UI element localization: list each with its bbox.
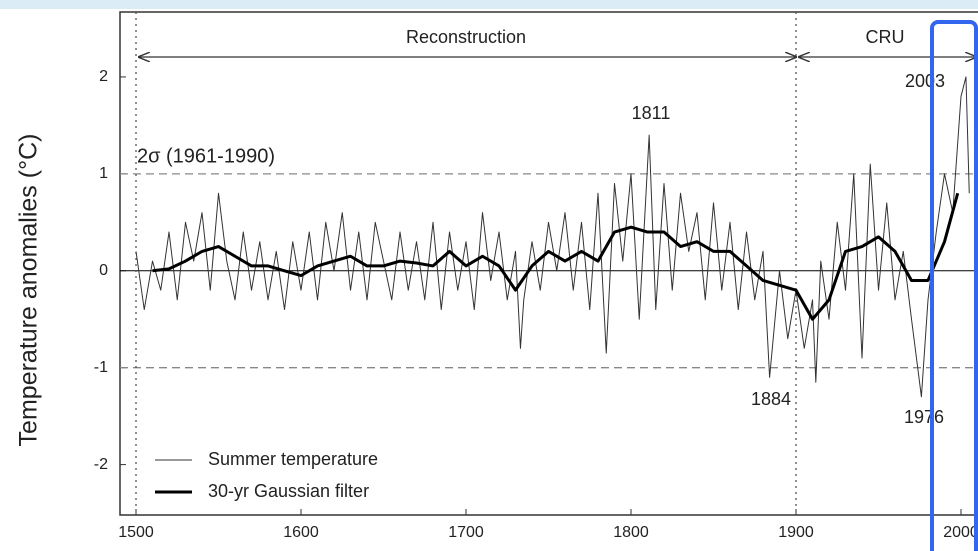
span-label: Reconstruction bbox=[406, 27, 526, 47]
legend-label: Summer temperature bbox=[208, 449, 378, 469]
annotation: 2003 bbox=[905, 71, 945, 91]
y-axis-label: Temperature anomalies (°C) bbox=[15, 134, 43, 447]
x-tick-label: 1600 bbox=[283, 524, 319, 541]
y-tick-label: 0 bbox=[99, 262, 108, 279]
annotation: 1884 bbox=[751, 389, 791, 409]
annotation: 2σ (1961-1990) bbox=[137, 145, 275, 167]
highlight-box bbox=[930, 20, 978, 551]
x-tick-label: 1800 bbox=[613, 524, 649, 541]
y-tick-label: 1 bbox=[99, 165, 108, 182]
series-line bbox=[135, 76, 970, 398]
x-tick-label: 2000 bbox=[943, 524, 978, 541]
x-tick-label: 1900 bbox=[778, 524, 814, 541]
x-tick-label: 1700 bbox=[448, 524, 484, 541]
top-strip bbox=[0, 0, 978, 9]
plot-frame bbox=[119, 11, 978, 516]
span-label: CRU bbox=[866, 27, 905, 47]
y-tick-label: -2 bbox=[94, 456, 108, 473]
plot-area: -2 -1 0 1 2 1500 1600 1700 1800 1900 2000 Reconstru… bbox=[94, 12, 978, 541]
y-tick-label: 2 bbox=[99, 68, 108, 85]
x-tick-label: 1500 bbox=[118, 524, 154, 541]
series-line bbox=[152, 192, 960, 321]
annotation: 1811 bbox=[632, 103, 671, 123]
y-tick-label: -1 bbox=[94, 359, 108, 376]
legend-label: 30-yr Gaussian filter bbox=[208, 481, 369, 501]
annotation: 1976 bbox=[904, 407, 944, 427]
